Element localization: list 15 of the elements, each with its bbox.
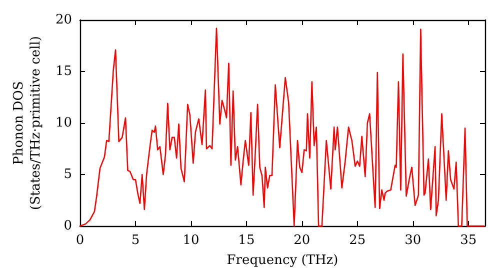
y-tick-label: 20 <box>55 12 72 28</box>
x-tick-label: 15 <box>238 233 255 248</box>
x-tick-label: 30 <box>404 233 422 248</box>
y-tick-label: 0 <box>64 218 72 234</box>
x-tick-label: 25 <box>349 233 366 248</box>
x-tick-label: 10 <box>182 233 200 248</box>
y-tick-label: 15 <box>55 64 72 79</box>
x-tick-label: 20 <box>294 233 310 248</box>
x-tick-label: 0 <box>76 233 84 248</box>
x-axis-title: Frequency (THz) <box>226 252 338 268</box>
x-tick-label: 5 <box>131 233 140 248</box>
x-tick-label: 35 <box>460 233 477 248</box>
y-tick-label: 10 <box>55 116 72 130</box>
y-tick-label: 5 <box>64 167 72 182</box>
y-axis-title: Phonon DOS (States/THz·primitive cell) <box>12 36 44 210</box>
